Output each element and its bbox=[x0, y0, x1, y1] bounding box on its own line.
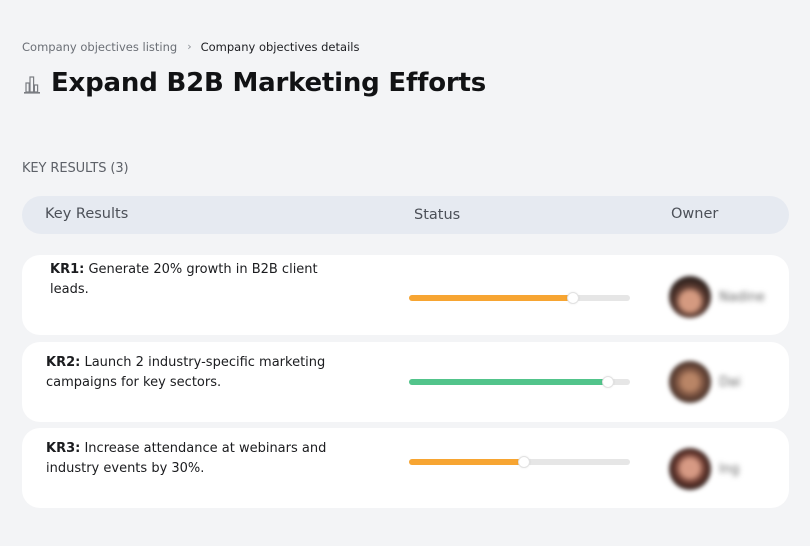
progress-thumb bbox=[517, 456, 530, 468]
key-result-row[interactable]: KR2: Launch 2 industry-specific marketin… bbox=[22, 342, 789, 422]
key-results-section-label: KEY RESULTS (3) bbox=[22, 161, 129, 176]
buildings-icon bbox=[24, 76, 40, 94]
chevron-right-icon: › bbox=[187, 40, 192, 53]
avatar bbox=[669, 361, 711, 403]
owner[interactable]: Dai bbox=[669, 361, 741, 403]
column-header-owner: Owner bbox=[671, 206, 719, 222]
progress-fill bbox=[409, 295, 573, 301]
progress-thumb bbox=[566, 292, 579, 304]
progress-bar bbox=[409, 292, 630, 304]
progress-fill bbox=[409, 379, 608, 385]
key-result-id: KR3: bbox=[46, 441, 81, 456]
progress-bar bbox=[409, 376, 630, 388]
key-result-id: KR2: bbox=[46, 355, 81, 370]
progress-thumb bbox=[601, 376, 614, 388]
key-result-id: KR1: bbox=[50, 262, 85, 277]
breadcrumb-current: Company objectives details bbox=[200, 40, 360, 54]
breadcrumb-link-listing[interactable]: Company objectives listing bbox=[22, 40, 178, 54]
owner[interactable]: Ing bbox=[669, 448, 739, 490]
table-header: Key Results Status Owner bbox=[22, 196, 789, 234]
column-header-status: Status bbox=[414, 207, 461, 223]
key-result-description: KR3: Increase attendance at webinars and… bbox=[46, 439, 336, 479]
key-result-text: Launch 2 industry-specific marketing cam… bbox=[46, 355, 326, 390]
page-title: Expand B2B Marketing Efforts bbox=[51, 68, 486, 98]
breadcrumb: Company objectives listing › Company obj… bbox=[22, 39, 359, 55]
owner-name: Dai bbox=[719, 374, 741, 390]
key-result-text: Increase attendance at webinars and indu… bbox=[46, 441, 327, 476]
owner-name: Nadine bbox=[719, 289, 765, 305]
owner-name: Ing bbox=[719, 461, 740, 477]
key-result-description: KR2: Launch 2 industry-specific marketin… bbox=[46, 353, 336, 393]
avatar bbox=[669, 448, 711, 490]
title-row: Expand B2B Marketing Efforts bbox=[22, 66, 486, 100]
key-result-description: KR1: Generate 20% growth in B2B client l… bbox=[50, 260, 340, 300]
avatar bbox=[669, 276, 711, 318]
key-result-row[interactable]: KR1: Generate 20% growth in B2B client l… bbox=[22, 255, 789, 335]
progress-bar bbox=[409, 456, 630, 468]
column-header-key-results: Key Results bbox=[45, 206, 129, 222]
key-result-text: Generate 20% growth in B2B client leads. bbox=[50, 262, 318, 297]
key-result-row[interactable]: KR3: Increase attendance at webinars and… bbox=[22, 428, 789, 508]
progress-fill bbox=[409, 459, 524, 465]
owner[interactable]: Nadine bbox=[669, 276, 765, 318]
